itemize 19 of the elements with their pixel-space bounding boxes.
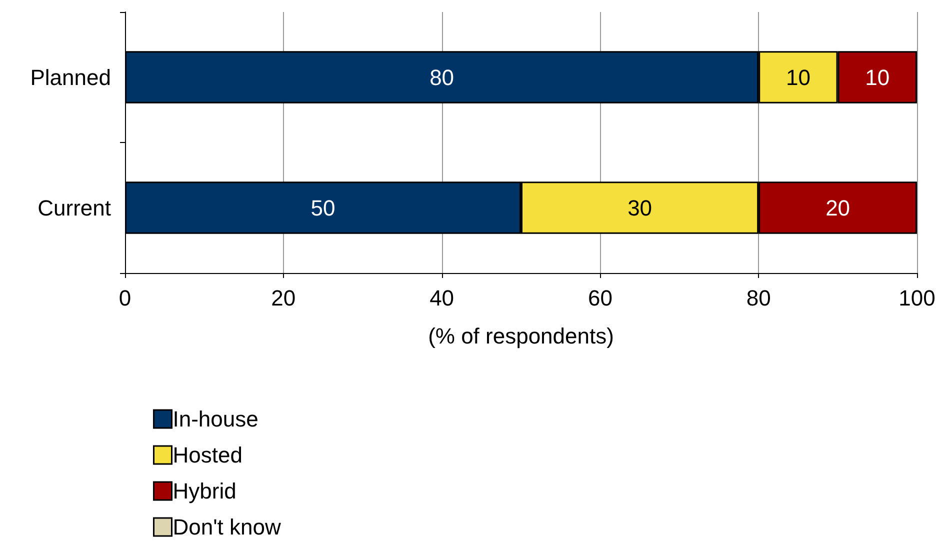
data-label: 10	[786, 64, 810, 90]
x-tick-label: 20	[271, 286, 296, 310]
data-label: 50	[310, 195, 336, 220]
legend-label: Hybrid	[172, 478, 236, 504]
x-tick-label: 0	[118, 286, 132, 310]
y-tick-label: Planned	[30, 64, 111, 90]
data-label: 10	[865, 64, 890, 90]
x-axis-title: (% of respondents)	[428, 324, 614, 348]
x-tick-label: 40	[430, 286, 454, 310]
data-label: 80	[430, 64, 454, 90]
legend-label: Don't know	[172, 514, 282, 540]
y-tick-label: Current	[38, 195, 111, 220]
x-tick-label: 100	[898, 286, 936, 310]
legend-label: In-house	[172, 406, 258, 432]
data-label: 20	[826, 195, 850, 220]
x-tick-label: 60	[588, 286, 612, 310]
data-label: 30	[628, 195, 652, 220]
legend-label: Hosted	[172, 442, 242, 468]
x-tick-label: 80	[746, 286, 771, 310]
